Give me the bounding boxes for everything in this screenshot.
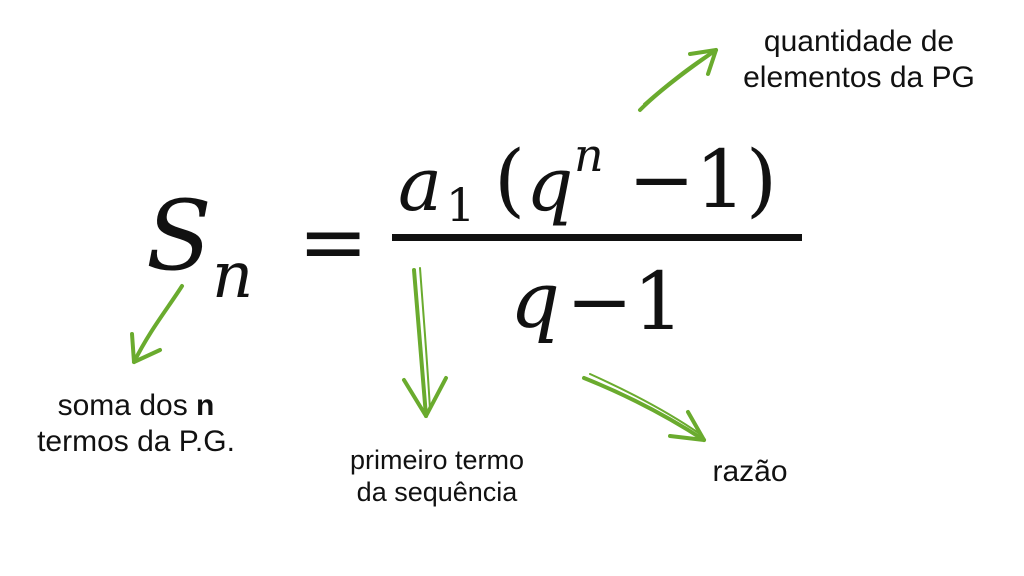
denominator-minus-one: −1 (566, 255, 684, 348)
ratio-line-1: razão (712, 455, 788, 488)
numerator-open-paren: ( (494, 133, 526, 226)
exponent-n: n (574, 128, 604, 182)
denominator-ratio-q: q (510, 256, 560, 346)
arrow-to-ratio-label (582, 373, 706, 442)
first-term-line-2: da sequência (356, 477, 518, 508)
first-term-symbol: a (398, 142, 443, 228)
element-count-label: quantidade de elementos da PG (706, 24, 1012, 96)
first-term-line-1: primeiro termo (349, 445, 525, 475)
sum-bold-n: n (196, 389, 215, 422)
element-count-line-1: quantidade de (763, 25, 955, 58)
sum-label: soma dos n termos da P.G. (4, 388, 268, 460)
first-term-label: primeiro termo da sequência (320, 444, 554, 509)
arrow-to-sum-label (130, 284, 184, 364)
sum-subscript-n: n (212, 239, 254, 313)
arrow-to-first-term-label (402, 267, 448, 418)
numerator-minus-one: −1) (628, 133, 778, 226)
sum-line-1: soma dos n (57, 389, 215, 422)
first-term-subscript: 1 (446, 178, 476, 232)
fraction-bar (392, 234, 802, 241)
sum-symbol: S (146, 180, 212, 292)
equals-sign: = (298, 193, 369, 291)
arrow-to-count-label (638, 48, 718, 112)
ratio-label: razão (680, 454, 820, 490)
element-count-line-2: elementos da PG (743, 61, 975, 94)
sum-line-2: termos da P.G. (37, 425, 235, 458)
numerator-ratio-q: q (526, 142, 574, 228)
